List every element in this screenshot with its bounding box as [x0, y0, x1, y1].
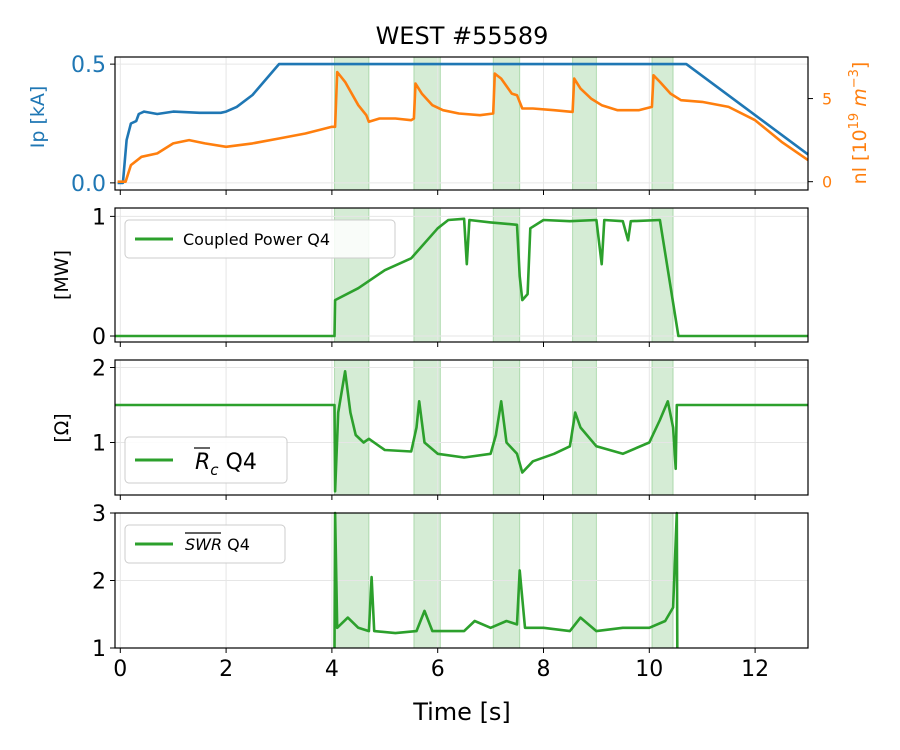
shaded-interval: [572, 56, 597, 191]
y-tick-label: 0.5: [71, 53, 106, 78]
x-tick-label: 6: [431, 657, 445, 682]
series-line-ip: [117, 62, 809, 185]
x-tick-label: 10: [635, 657, 663, 682]
shaded-interval: [413, 56, 441, 191]
x-axis-label: Time [s]: [412, 698, 511, 726]
series-line-q4: [115, 217, 808, 338]
y-tick-label: 2: [92, 570, 106, 595]
legend-box: [124, 219, 396, 259]
power-axis-label: [MW]: [51, 250, 73, 300]
x-tick-label: 8: [536, 657, 550, 682]
nl-label-main: nl [10: [849, 129, 871, 184]
rc-axis-label: [Ω]: [51, 413, 73, 442]
shaded-interval: [492, 56, 521, 191]
y-right-tick-label: 0: [822, 173, 832, 192]
y-tick-label: 1: [92, 432, 106, 457]
y-tick-label: 2: [92, 357, 106, 382]
nl-label-unit-exp: −3: [847, 69, 862, 88]
ip-axis-label: Ip [kA]: [27, 86, 49, 149]
axes-frame: [114, 512, 809, 649]
x-tick-label: 12: [741, 657, 769, 682]
x-tick-label: 0: [113, 657, 127, 682]
y-tick-label: 0.0: [71, 172, 106, 197]
legend-label: Coupled Power Q4: [183, 230, 330, 249]
nl-label-unit: m: [849, 88, 871, 113]
shaded-interval: [492, 207, 521, 343]
shaded-interval: [413, 359, 441, 496]
series-line-q4: [333, 511, 679, 649]
legend-box: [124, 524, 286, 564]
nl-label-end: ]: [849, 62, 871, 69]
legend-label-base: SWR: [185, 535, 222, 554]
legend-box: [124, 436, 288, 484]
legend-label: SWR Q4: [185, 535, 250, 554]
y-tick-label: 0: [92, 325, 106, 350]
legend-label: Rc Q4: [195, 450, 257, 479]
legend-label-base: R: [195, 450, 210, 475]
y-tick-label: 3: [92, 502, 106, 527]
shaded-interval: [334, 359, 370, 496]
series-line-q4: [115, 369, 808, 493]
figure-title: WEST #55589: [376, 22, 549, 50]
x-tick-label: 4: [325, 657, 339, 682]
series-line-nl: [117, 70, 809, 183]
axes-frame: [114, 56, 809, 191]
nl-label-exp: 19: [847, 113, 862, 130]
panel-ip-nl: 0.0 0.5 0 5: [71, 53, 832, 197]
y-tick-label: 1: [92, 205, 106, 230]
legend-label-rest: Q4: [222, 535, 250, 554]
x-tick-label: 2: [219, 657, 233, 682]
shaded-interval: [334, 56, 370, 191]
axes-frame: [114, 207, 809, 343]
panel-rc: 1 2 Rc Q4: [92, 357, 809, 500]
panel-coupled-power: 0 1 Coupled Power Q4: [92, 205, 809, 350]
y-right-tick-label: 5: [822, 90, 832, 109]
axes-frame: [114, 359, 809, 496]
nl-axis-label: nl [1019 m−3]: [847, 62, 871, 185]
legend-label-rest: Q4: [219, 450, 257, 475]
shaded-interval: [572, 207, 597, 343]
shaded-interval: [572, 359, 597, 496]
legend-label-sub: c: [210, 461, 219, 479]
y-tick-label: 1: [92, 637, 106, 662]
